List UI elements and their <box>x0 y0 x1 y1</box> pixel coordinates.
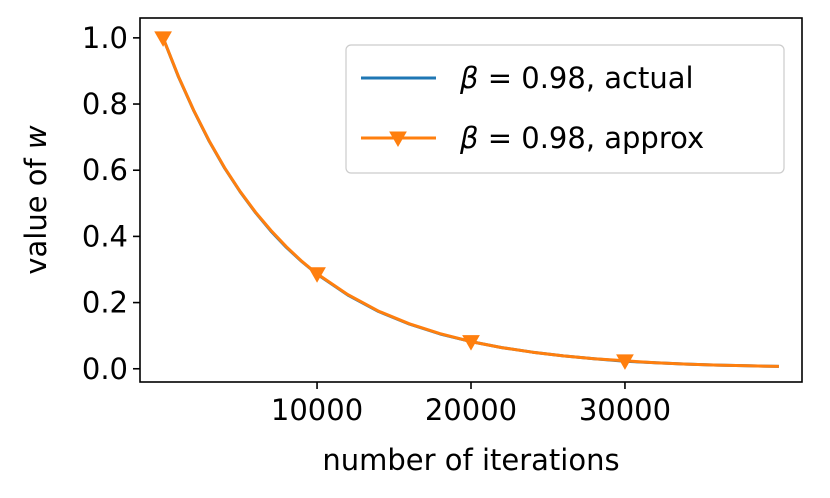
series-2-marker <box>154 31 172 47</box>
legend-label-text: = 0.98, approx <box>479 121 705 155</box>
y-tick-label: 0.6 <box>82 153 128 187</box>
y-tick-label: 0.2 <box>82 286 128 320</box>
x-tick-label: 20000 <box>425 393 517 427</box>
series-line-2 <box>161 37 779 368</box>
y-tick-label: 1.0 <box>82 21 128 55</box>
y-axis-title-prefix: value of <box>19 149 53 275</box>
y-tick-label: 0.4 <box>82 219 128 253</box>
y-tick-label: 0.8 <box>82 87 128 121</box>
x-tick-label: 30000 <box>579 393 671 427</box>
legend-label-2: β = 0.98, approx <box>459 121 704 155</box>
series-2-marker <box>308 267 326 283</box>
legend-label-symbol: β <box>459 121 479 155</box>
legend-label-symbol: β <box>459 61 479 95</box>
y-tick-label: 0.0 <box>82 352 128 386</box>
y-axis-title: value of w <box>19 125 53 275</box>
y-axis-title-variable: w <box>19 125 53 149</box>
series-2-marker <box>616 354 634 370</box>
x-tick-label: 10000 <box>271 393 363 427</box>
legend-box <box>345 44 785 174</box>
x-axis-title: number of iterations <box>322 443 619 477</box>
legend-label-1: β = 0.98, actual <box>459 61 694 95</box>
legend-label-text: = 0.98, actual <box>479 61 694 95</box>
series-2-marker <box>462 335 480 351</box>
legend-marker-2 <box>389 131 407 148</box>
